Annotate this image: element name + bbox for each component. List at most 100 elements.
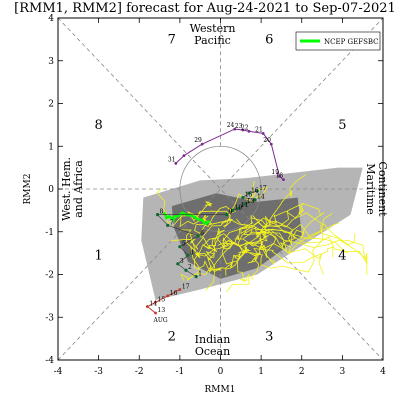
y-tick-label: 3 [48, 57, 54, 67]
forecast-point [255, 189, 259, 193]
forecast-point [155, 213, 160, 217]
observed-point-label: 31 [168, 156, 176, 163]
legend: NCEP GEFSBC [295, 31, 381, 51]
recent-point [154, 300, 157, 304]
forecast-point [184, 268, 188, 272]
forecast-point-label: 2 [188, 264, 192, 271]
ensemble-mean-track [162, 210, 211, 225]
observed-point [200, 142, 204, 146]
ensemble-member-track [254, 227, 368, 265]
x-tick-label: 2 [299, 367, 305, 377]
y-tick-label: 4 [48, 14, 54, 24]
forecast-point [224, 213, 229, 217]
ensemble-member-track [221, 218, 249, 268]
ensemble-member-track [243, 174, 306, 248]
forecast-point [237, 206, 241, 210]
diagonal-line [57, 17, 384, 361]
observed-point [247, 129, 251, 133]
diagonal-line [57, 17, 384, 361]
region-label-right: Maritime [364, 163, 377, 214]
forecast-point [194, 275, 198, 279]
legend-box [295, 31, 381, 51]
observed-point [261, 132, 265, 135]
forecast-point [196, 234, 200, 238]
ensemble-member-track [193, 229, 222, 272]
observed-point [241, 128, 245, 132]
observed-point [269, 142, 273, 146]
forecast-point-label: 11 [241, 202, 249, 209]
x-tick-label: 4 [380, 367, 386, 377]
ensemble-member-track [170, 233, 233, 253]
observed-point-label: 20 [263, 137, 271, 144]
forecast-point-label: 9 [229, 209, 233, 216]
x-tick-label: 3 [340, 367, 346, 377]
forecast-point-label: 6 [200, 230, 204, 237]
ensemble-member-track [225, 250, 250, 293]
ensemble-member-track [156, 188, 204, 228]
observed-point-label: 22 [241, 124, 249, 131]
region-label-left: West. Hem. [60, 157, 73, 221]
observed-point [174, 161, 178, 165]
region-label-top: Pacific [194, 34, 231, 47]
ensemble-member-track [248, 212, 325, 252]
forecast-point-label: 10 [235, 204, 243, 211]
y-tick-label: -4 [45, 356, 54, 366]
phase-grid [57, 17, 384, 361]
forecast-point-label: 8 [160, 209, 164, 216]
forecast-point [166, 223, 170, 227]
forecast-point-label: 4 [190, 249, 194, 256]
forecast-point [253, 198, 257, 202]
ensemble-tracks [156, 174, 368, 293]
ensemble-member-track [180, 229, 235, 259]
recent-point-label: 17 [182, 283, 190, 290]
recent-point [166, 294, 170, 298]
phase-number: 3 [265, 329, 273, 344]
forecast-point [247, 191, 251, 195]
forecast-point-label: 5 [182, 241, 186, 248]
y-tick-label: 2 [48, 100, 54, 110]
forecast-point-label: 3 [180, 258, 184, 265]
observed-track-line [175, 128, 284, 180]
forecast-point-label: 16 [251, 187, 259, 194]
phase-number: 7 [168, 32, 176, 47]
y-tick-label: 0 [48, 185, 54, 195]
observed-point-label: 23 [235, 123, 243, 130]
forecast-point [178, 245, 182, 249]
legend-label: NCEP GEFSBC [324, 38, 379, 46]
forecast-point [241, 195, 245, 200]
ensemble-member-track [230, 241, 334, 264]
y-axis-label: RMM2 [23, 174, 33, 205]
observed-point-label: 24 [227, 122, 235, 129]
forecast-track [156, 190, 258, 277]
x-axis-label: RMM1 [205, 385, 236, 395]
phase-number: 6 [265, 32, 273, 47]
region-label-left: and Africa [72, 160, 85, 218]
chart-title: [RMM1, RMM2] forecast for Aug-24-2021 to… [14, 1, 396, 16]
ensemble-member-track [227, 239, 275, 265]
recent-point-label: 15 [158, 296, 166, 303]
ensemble-member-track [252, 212, 368, 265]
phase-number: 2 [168, 329, 176, 344]
x-tick-label: 0 [218, 367, 224, 377]
observed-point [282, 178, 285, 181]
x-tick-label: -4 [54, 367, 63, 377]
observed-point [233, 127, 237, 131]
forecast-point [176, 262, 180, 266]
ensemble-member-track [234, 238, 264, 281]
observed-point-label: 21 [255, 126, 263, 133]
observed-point-label: 29 [194, 137, 202, 144]
forecast-point-label: 14 [257, 194, 265, 201]
recent-point-label: 16 [170, 290, 178, 297]
forecast-point-label: 15 [245, 192, 253, 199]
observed-point [278, 174, 281, 178]
forecast-point-label: 13 [247, 198, 255, 205]
ensemble-member-track [186, 201, 213, 225]
ensemble-member-track [217, 230, 269, 258]
recent-point-label: 13 [158, 307, 166, 314]
ensemble-member-track [233, 245, 251, 261]
recent-point [178, 288, 182, 291]
recent-point-label: 14 [149, 301, 157, 308]
